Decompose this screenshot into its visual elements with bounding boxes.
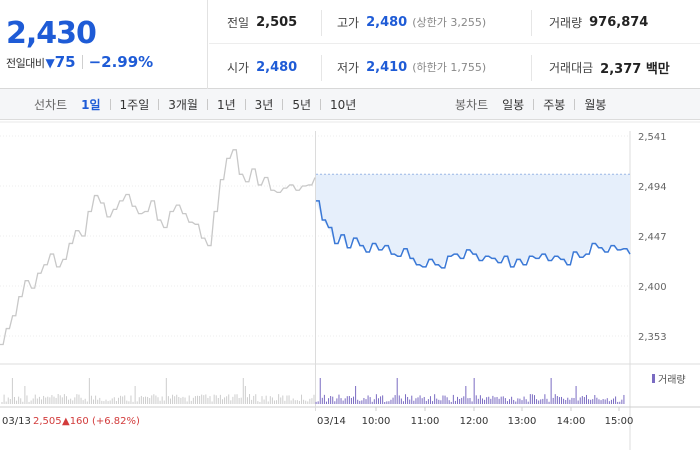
divider: [321, 10, 322, 36]
tab-candle-period-0[interactable]: 일봉: [502, 98, 525, 112]
down-arrow-icon: ▼: [45, 56, 55, 70]
divider: [531, 10, 532, 36]
x-tick-label: 10:00: [362, 416, 391, 427]
volume-value: 976,874: [589, 14, 649, 30]
today-date-label: 03/14: [317, 416, 346, 427]
x-tick-label: 12:00: [460, 416, 489, 427]
tab-divider: [206, 99, 208, 110]
price-area-fill: [316, 174, 630, 268]
y-tick-label: 2,541: [638, 132, 667, 143]
tab-divider: [158, 99, 160, 110]
open-cell: 시가 2,480: [227, 45, 297, 89]
chart-period-tabs: 선차트 1일 1주일 3개월 1년 3년 5년 10년 봉차트 일봉 주봉 월봉: [0, 89, 700, 120]
info-row-2: 시가 2,480 저가 2,410 (하한가 1,755) 거래대금 2,377…: [209, 45, 700, 89]
volume-label: 거래량: [549, 15, 583, 30]
change-row: 전일대비 ▼ 75 −2.99%: [6, 53, 153, 71]
price-box: 2,430 전일대비 ▼ 75 −2.99%: [0, 0, 208, 89]
tab-line-period-1[interactable]: 1주일: [119, 98, 150, 112]
quote-summary: 2,430 전일대비 ▼ 75 −2.99% 전일 2,505 고가 2,480…: [0, 0, 700, 89]
prev-close-label: 전일: [227, 15, 250, 30]
tab-line-period-0[interactable]: 1일: [81, 98, 101, 112]
volume-legend-swatch: [652, 374, 655, 383]
x-tick-label: 14:00: [557, 416, 586, 427]
y-tick-label: 2,400: [638, 282, 667, 293]
info-row-1: 전일 2,505 고가 2,480 (상한가 3,255) 거래량 976,87…: [209, 0, 700, 44]
high-cell: 고가 2,480 (상한가 3,255): [337, 0, 486, 44]
series-line-today: [316, 200, 631, 269]
tab-divider: [282, 99, 284, 110]
low-cell: 저가 2,410 (하한가 1,755): [337, 45, 486, 89]
line-chart-label: 선차트: [34, 98, 68, 112]
tab-divider: [533, 99, 535, 110]
lower-limit: (하한가 1,755): [412, 61, 487, 74]
tab-line-period-5[interactable]: 5년: [292, 98, 312, 112]
x-tick-label: 15:00: [605, 416, 634, 427]
volume-cell: 거래량 976,874: [549, 0, 648, 44]
high-label: 고가: [337, 15, 360, 30]
price-chart[interactable]: 2,541 2,494 2,447 2,400 2,353 거래량 10:00 11:00 12…: [0, 121, 700, 450]
prev-day-date-label: 03/13: [2, 416, 31, 427]
tab-divider: [109, 99, 111, 110]
x-tick-label: 11:00: [411, 416, 440, 427]
low-value: 2,410: [366, 59, 408, 75]
candle-chart-label: 봉차트: [455, 98, 489, 112]
candle-chart-tabs: 봉차트 일봉 주봉 월봉: [455, 89, 606, 120]
current-price: 2,430: [6, 16, 97, 51]
prev-close-cell: 전일 2,505: [227, 0, 297, 44]
quote-info-grid: 전일 2,505 고가 2,480 (상한가 3,255) 거래량 976,87…: [209, 0, 700, 89]
price-chart-svg: 2,541 2,494 2,447 2,400 2,353 거래량 10:00 11:00 12…: [0, 121, 700, 450]
volume-legend-label: 거래량: [658, 374, 686, 386]
prev-day-close-label: 2,505: [33, 416, 62, 427]
change-divider: [81, 55, 83, 69]
prev-day-change-label: ▲160 (+6.82%): [62, 416, 140, 427]
x-tick-label: 13:00: [508, 416, 537, 427]
change-value: 75: [54, 53, 76, 71]
low-label: 저가: [337, 60, 360, 75]
tab-line-period-2[interactable]: 3개월: [168, 98, 198, 112]
change-label: 전일대비: [6, 57, 45, 70]
tab-divider: [574, 99, 576, 110]
open-value: 2,480: [256, 59, 298, 75]
divider: [531, 55, 532, 81]
tab-divider: [320, 99, 322, 110]
open-label: 시가: [227, 60, 250, 75]
tab-candle-period-2[interactable]: 월봉: [584, 98, 607, 112]
y-tick-label: 2,494: [638, 182, 667, 193]
amount-label: 거래대금: [549, 60, 594, 75]
tab-candle-period-1[interactable]: 주봉: [543, 98, 566, 112]
amount-value: 2,377 백만: [600, 61, 670, 77]
tab-line-period-4[interactable]: 3년: [254, 98, 274, 112]
high-value: 2,480: [366, 14, 408, 30]
change-percent: −2.99%: [88, 53, 154, 71]
tab-line-period-3[interactable]: 1년: [216, 98, 236, 112]
series-line-prev-day: [0, 149, 316, 346]
amount-cell: 거래대금 2,377 백만: [549, 45, 670, 89]
tab-divider: [244, 99, 246, 110]
line-chart-tabs: 선차트 1일 1주일 3개월 1년 3년 5년 10년: [34, 89, 356, 120]
y-tick-label: 2,447: [638, 232, 667, 243]
prev-close-value: 2,505: [256, 14, 298, 30]
upper-limit: (상한가 3,255): [412, 16, 487, 29]
tab-line-period-6[interactable]: 10년: [330, 98, 357, 112]
divider: [321, 55, 322, 81]
y-tick-label: 2,353: [638, 332, 667, 343]
